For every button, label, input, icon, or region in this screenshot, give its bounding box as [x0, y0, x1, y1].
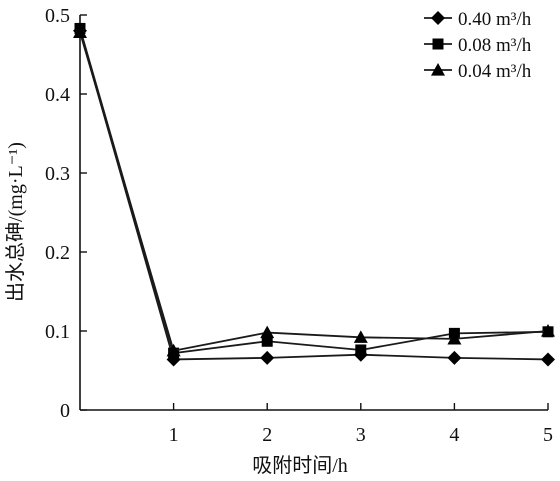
y-tick-label: 0.4: [45, 84, 70, 106]
y-tick-label: 0.2: [45, 242, 70, 264]
square-point: [261, 335, 273, 347]
triangle-point: [353, 330, 368, 343]
ticks: [80, 14, 549, 411]
triangle-point: [447, 331, 462, 345]
y-tick-label: 0.3: [45, 163, 70, 185]
triangle-point: [260, 325, 275, 339]
triangle-point: [541, 324, 555, 337]
series-layer: [73, 22, 555, 367]
square-point: [355, 344, 367, 356]
axes: [79, 15, 548, 411]
y-tick-label: 0.1: [45, 321, 70, 343]
legend-marker-triangle: [431, 63, 445, 76]
x-tick-label: 3: [356, 424, 366, 446]
x-tick-label: 2: [262, 424, 272, 446]
legend-label: 0.04 m³/h: [458, 61, 532, 82]
diamond-point: [541, 352, 555, 367]
x-axis-title: 吸附时间/h: [252, 454, 348, 477]
x-tick-label: 1: [169, 424, 179, 446]
x-tick-label: 4: [449, 424, 459, 446]
legend-marker-diamond: [431, 11, 445, 25]
series-line: [79, 30, 549, 361]
y-tick-label: 0: [60, 400, 70, 422]
series-triangle: [73, 25, 555, 357]
tick-labels: 0 0.1 0.2 0.3 0.4 0.5 1 2 3 4 5: [45, 5, 553, 446]
y-tick-label: 0.5: [45, 5, 70, 27]
series-line: [79, 32, 549, 352]
diamond-point: [447, 350, 462, 365]
y-axis-title: 出水总砷/(mg·L⁻¹): [4, 142, 27, 302]
x-tick-label: 5: [543, 424, 553, 446]
legend-label: 0.40 m³/h: [458, 9, 532, 30]
legend-marker-square: [432, 38, 444, 50]
triangle-point: [73, 25, 87, 38]
diamond-point: [260, 350, 275, 365]
legend-label: 0.08 m³/h: [458, 35, 532, 56]
triangle-point: [166, 343, 181, 357]
legend: 0.40 m³/h 0.08 m³/h 0.04 m³/h: [424, 9, 532, 82]
